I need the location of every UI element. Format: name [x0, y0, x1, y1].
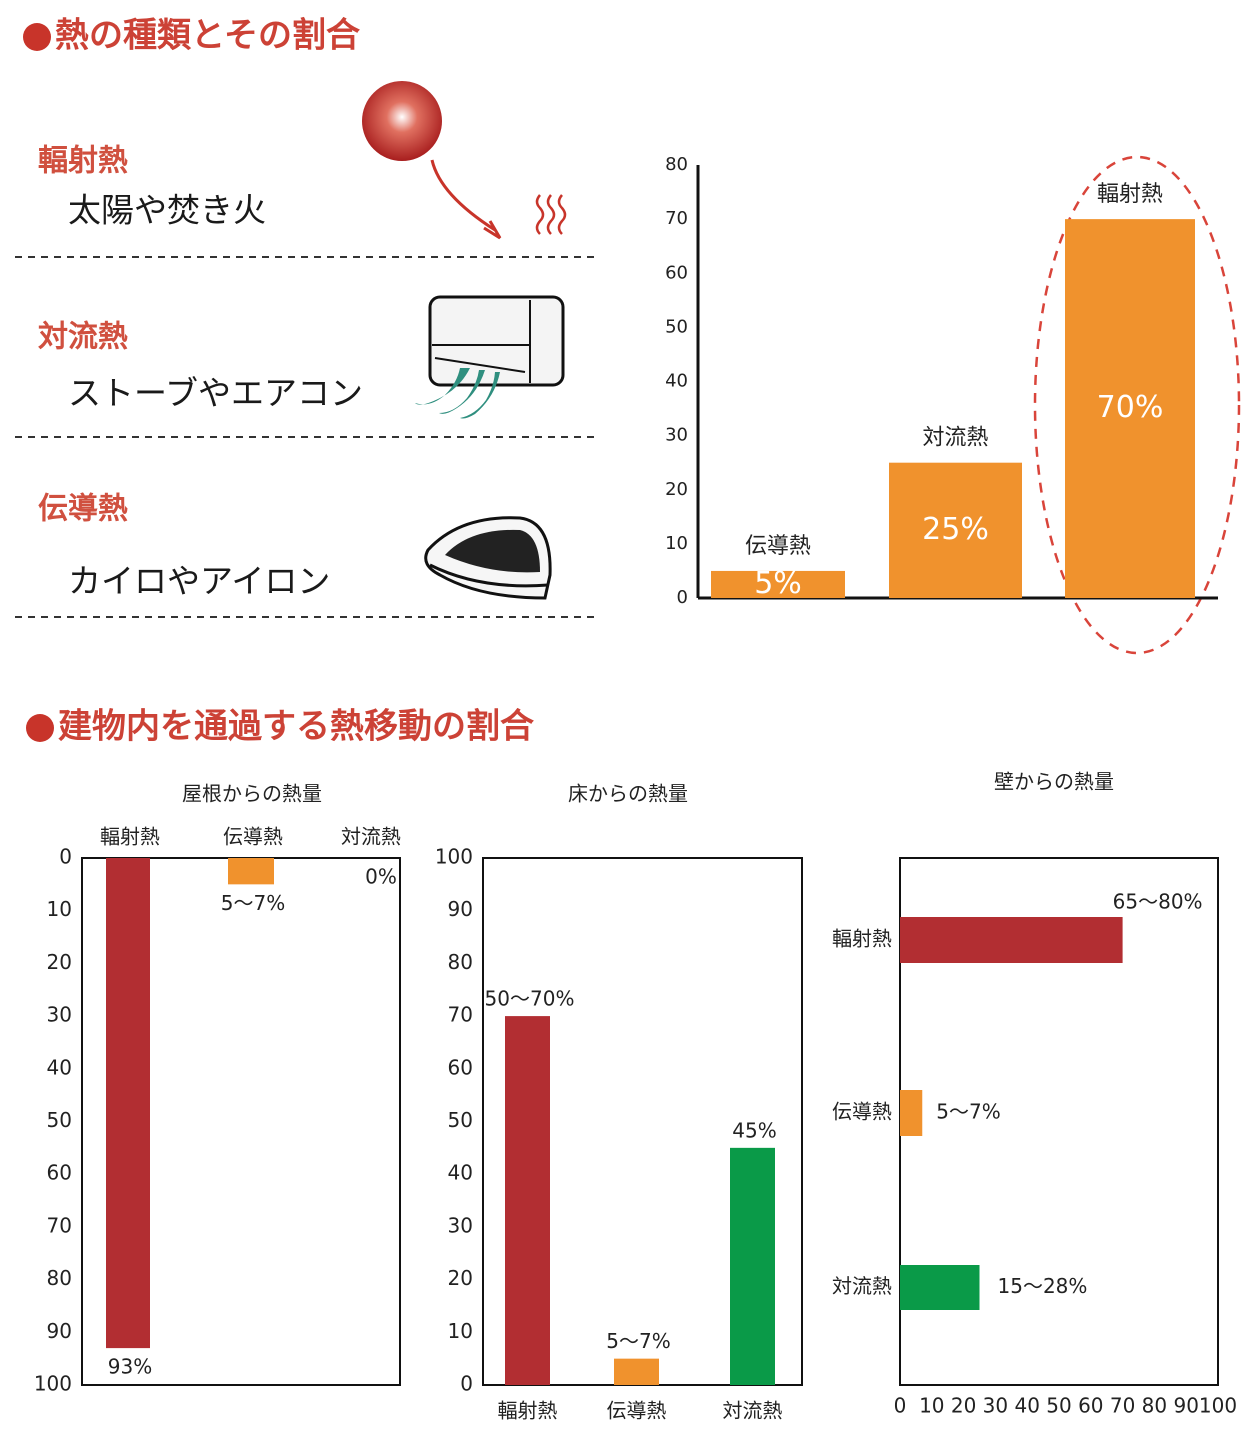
y-tick-label: 70 — [665, 208, 688, 229]
y-tick-label: 50 — [47, 1108, 72, 1132]
y-tick-label: 70 — [448, 1003, 473, 1027]
aircon-icon — [415, 295, 565, 419]
value-label: 5〜7% — [606, 1329, 670, 1353]
category-label: 伝導熱 — [223, 825, 283, 849]
y-tick-label: 80 — [665, 154, 688, 175]
x-tick-label: 40 — [1014, 1394, 1039, 1418]
value-label: 0% — [365, 865, 397, 889]
x-tick-label: 80 — [1142, 1394, 1167, 1418]
value-label: 65〜80% — [1113, 890, 1203, 914]
highlight-ellipse — [1033, 155, 1241, 655]
bar — [505, 1016, 550, 1385]
category-label: 輻射熱 — [498, 1399, 558, 1423]
x-tick-label: 50 — [1046, 1394, 1071, 1418]
category-label: 対流熱 — [832, 1274, 892, 1298]
category-label: 輻射熱 — [832, 927, 892, 951]
heat-type: 伝導熱 — [38, 492, 128, 527]
value-label: 5〜7% — [221, 891, 285, 915]
y-tick-label: 90 — [47, 1319, 72, 1343]
chart-title: 壁からの熱量 — [994, 770, 1114, 794]
y-tick-label: 70 — [47, 1213, 72, 1237]
heat-waves — [535, 194, 567, 235]
heat-example: カイロやアイロン — [68, 562, 330, 601]
x-tick-label: 100 — [1199, 1394, 1237, 1418]
y-tick-label: 0 — [677, 587, 688, 608]
bar — [106, 858, 150, 1349]
category-label: 輻射熱 — [100, 825, 160, 849]
bar — [614, 1358, 659, 1385]
y-tick-label: 30 — [665, 425, 688, 446]
y-tick-label: 50 — [665, 316, 688, 337]
value-label: 25% — [922, 512, 989, 547]
y-tick-label: 60 — [47, 1161, 72, 1185]
heat-type: 輻射熱 — [38, 144, 128, 179]
value-label: 5% — [754, 566, 802, 601]
section-heading: 熱の種類とその割合 — [55, 16, 360, 56]
arrow-head — [483, 220, 502, 240]
value-label: 50〜70% — [485, 987, 575, 1011]
category-label: 輻射熱 — [1097, 182, 1163, 207]
value-label: 5〜7% — [936, 1100, 1000, 1124]
y-tick-label: 10 — [448, 1319, 473, 1343]
value-label: 15〜28% — [998, 1274, 1088, 1298]
y-tick-label: 30 — [448, 1213, 473, 1237]
iron-icon — [424, 516, 552, 600]
bar — [889, 462, 1022, 598]
y-tick-label: 50 — [448, 1108, 473, 1132]
bar — [1065, 219, 1195, 598]
x-tick-label: 70 — [1110, 1394, 1135, 1418]
category-label: 伝導熱 — [745, 534, 811, 559]
x-tick-label: 90 — [1173, 1394, 1198, 1418]
y-tick-label: 40 — [448, 1161, 473, 1185]
chart-title: 屋根からの熱量 — [182, 782, 322, 806]
value-label: 93% — [108, 1355, 152, 1379]
x-tick-label: 0 — [894, 1394, 907, 1418]
bar — [900, 1265, 980, 1310]
bar — [900, 917, 1123, 963]
y-tick-label: 10 — [665, 533, 688, 554]
y-tick-label: 100 — [435, 845, 473, 869]
category-label: 対流熱 — [922, 426, 988, 451]
bar — [228, 858, 274, 885]
y-tick-label: 40 — [47, 1055, 72, 1079]
y-tick-label: 80 — [448, 950, 473, 974]
section-heading: 建物内を通過する熱移動の割合 — [58, 707, 534, 747]
sun-icon — [362, 81, 442, 161]
bullet — [26, 714, 54, 742]
y-tick-label: 60 — [448, 1055, 473, 1079]
y-tick-label: 80 — [47, 1266, 72, 1290]
y-tick-label: 20 — [47, 950, 72, 974]
y-tick-label: 60 — [665, 262, 688, 283]
x-tick-label: 60 — [1078, 1394, 1103, 1418]
y-tick-label: 90 — [448, 897, 473, 921]
bar — [730, 1147, 775, 1385]
bar — [900, 1090, 923, 1136]
x-tick-label: 10 — [919, 1394, 944, 1418]
y-tick-label: 40 — [665, 371, 688, 392]
x-tick-label: 30 — [983, 1394, 1008, 1418]
heat-type: 対流熱 — [38, 320, 128, 355]
value-label: 70% — [1097, 390, 1164, 425]
y-tick-label: 20 — [665, 479, 688, 500]
y-tick-label: 0 — [59, 845, 72, 869]
heat-example: 太陽や焚き火 — [68, 191, 266, 230]
value-label: 45% — [732, 1118, 776, 1142]
x-tick-label: 20 — [951, 1394, 976, 1418]
category-label: 伝導熱 — [832, 1100, 892, 1124]
chart-title: 床からの熱量 — [568, 782, 688, 806]
bullet — [23, 23, 51, 51]
y-tick-label: 20 — [448, 1266, 473, 1290]
arrow-icon — [430, 159, 496, 232]
bar — [711, 570, 845, 598]
category-label: 対流熱 — [723, 1399, 783, 1423]
y-tick-label: 0 — [460, 1372, 473, 1396]
heat-example: ストーブやエアコン — [68, 374, 363, 413]
y-tick-label: 30 — [47, 1003, 72, 1027]
y-tick-label: 100 — [34, 1372, 72, 1396]
category-label: 伝導熱 — [607, 1399, 667, 1423]
y-tick-label: 10 — [47, 897, 72, 921]
category-label: 対流熱 — [341, 825, 401, 849]
